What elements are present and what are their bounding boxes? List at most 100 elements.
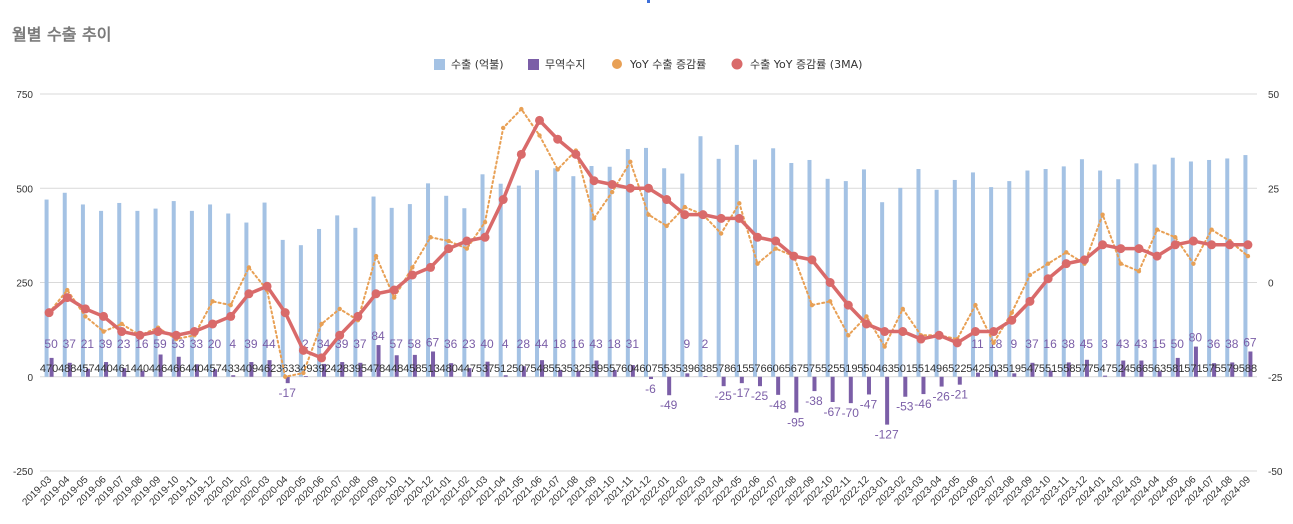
export-value-label: 579	[1221, 363, 1239, 375]
export-bar	[407, 204, 412, 377]
balance-value-label: 67	[1243, 335, 1257, 349]
balance-bar	[249, 362, 254, 377]
export-value-label: 550	[857, 363, 875, 375]
right-y-tick-label: 25	[1268, 184, 1280, 195]
balance-bar	[340, 362, 345, 377]
export-value-label: 524	[1112, 363, 1130, 375]
export-bar	[99, 210, 104, 377]
export-bar	[861, 169, 866, 377]
balance-value-label: 18	[607, 337, 621, 351]
export-value-label: 448	[385, 363, 403, 375]
yoy-point	[1064, 250, 1069, 255]
legend-item-yoy-3ma[interactable]: 수출 YoY 증감률 (3MA)	[731, 58, 863, 71]
balance-bar	[85, 368, 90, 377]
balance-bar	[158, 354, 163, 377]
yoy-point	[1027, 272, 1033, 278]
export-value-label: 522	[948, 363, 966, 375]
yoy-point	[1009, 310, 1014, 315]
export-bar	[1007, 181, 1012, 377]
export-value-label: 462	[258, 363, 276, 375]
export-bar	[1152, 164, 1157, 377]
balance-bar	[303, 375, 308, 377]
balance-bar	[1248, 351, 1253, 377]
export-value-label: 466	[167, 363, 185, 375]
export-value-label: 604	[621, 363, 639, 375]
balance-bar	[903, 376, 908, 397]
balance-bar	[467, 368, 472, 377]
export-bar	[1243, 155, 1248, 377]
yoy-3ma-point	[353, 311, 363, 321]
balance-bar	[1084, 359, 1089, 377]
balance-bar	[322, 363, 327, 377]
legend-item-export[interactable]: 수출 (억불)	[434, 58, 504, 71]
balance-value-label: -25	[751, 389, 769, 403]
yoy-point	[228, 302, 233, 308]
yoy-3ma-point	[1098, 240, 1108, 250]
export-bar	[625, 149, 630, 377]
balance-bar	[521, 366, 526, 377]
export-value-label: 463	[875, 363, 893, 375]
export-value-label: 532	[567, 363, 585, 375]
export-bar	[1079, 159, 1084, 377]
balance-bar	[975, 372, 980, 377]
yoy-point	[755, 261, 760, 266]
export-value-label: 513	[421, 363, 439, 375]
balance-value-label: 9	[1010, 337, 1017, 351]
yoy-3ma-point	[970, 327, 980, 337]
balance-value-label: 16	[1043, 337, 1057, 351]
export-bar	[317, 228, 322, 377]
yoy-point	[519, 106, 524, 112]
grid-lines	[40, 93, 1257, 472]
balance-bar	[812, 376, 817, 392]
yoy-point	[537, 133, 542, 138]
legend-item-balance[interactable]: 무역수지	[528, 58, 585, 71]
legend: 수출 (억불) 무역수지 YoY 수출 증감률 수출 YoY 증감률 (3MA)	[434, 58, 862, 71]
balance-value-label: 20	[208, 337, 222, 351]
balance-value-label: 28	[517, 337, 531, 351]
yoy-3ma-point	[244, 289, 254, 299]
balance-value-label: -26	[932, 390, 950, 404]
chart-title: 월별 수출 추이	[12, 25, 112, 44]
balance-value-label: -53	[896, 400, 914, 414]
legend-swatch-yoy-3ma	[731, 58, 743, 70]
export-value-label: 470	[40, 363, 58, 375]
export-value-label: 440	[94, 363, 112, 375]
export-bar	[1207, 159, 1212, 377]
export-bar	[535, 170, 540, 377]
yoy-3ma-point	[698, 210, 708, 220]
balance-bar	[1139, 360, 1144, 377]
balance-bar	[612, 369, 617, 377]
export-value-label: 349	[294, 363, 312, 375]
left-y-axis: 750 500 250 0 -250	[13, 90, 33, 478]
export-bar	[662, 168, 667, 377]
balance-bar	[1230, 362, 1235, 377]
yoy-3ma-point	[1116, 244, 1126, 254]
export-bar	[1188, 161, 1193, 377]
yoy-3ma-point	[389, 285, 399, 295]
yoy-3ma-point	[371, 289, 381, 299]
balance-bar	[412, 354, 417, 377]
balance-bar	[267, 360, 272, 377]
yoy-3ma-point	[444, 244, 454, 254]
export-value-label: 575	[803, 363, 821, 375]
balance-value-label: 43	[1134, 337, 1148, 351]
export-value-label: 478	[367, 363, 385, 375]
balance-bar	[213, 369, 218, 377]
export-value-label: 558	[1057, 363, 1075, 375]
yoy-3ma-point	[262, 281, 272, 291]
export-value-label: 519	[1003, 363, 1021, 375]
right-y-tick-label: 50	[1268, 90, 1280, 101]
export-bar	[644, 147, 648, 377]
export-value-label: 581	[1166, 363, 1184, 375]
export-bar	[1116, 179, 1121, 377]
yoy-point	[718, 231, 724, 236]
yoy-3ma-point	[1243, 240, 1253, 250]
yoy-3ma-point	[861, 319, 871, 329]
yoy-point	[337, 306, 342, 312]
yoy-3ma-point	[880, 327, 890, 337]
balance-bar	[194, 364, 199, 377]
x-axis: 2019-032019-042019-052019-062019-072019-…	[20, 474, 1253, 508]
export-bar	[353, 227, 358, 377]
export-bar	[335, 215, 340, 377]
legend-item-yoy[interactable]: YoY 수출 증감률	[612, 58, 706, 71]
